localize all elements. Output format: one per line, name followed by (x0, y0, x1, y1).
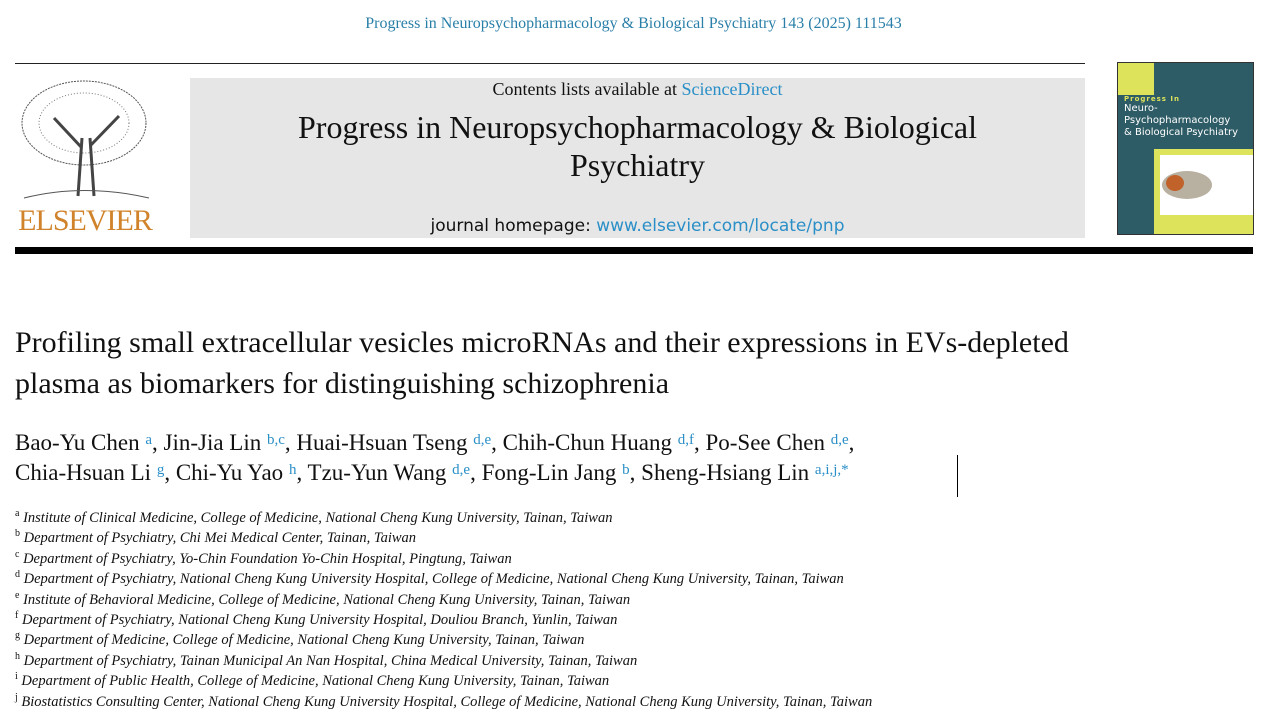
author-affiliation-ref[interactable]: a (145, 432, 152, 448)
affiliation-item: j Biostatistics Consulting Center, Natio… (15, 692, 872, 712)
affiliation-text: Institute of Clinical Medicine, College … (23, 510, 613, 526)
affiliation-key: b (15, 528, 20, 540)
author-name[interactable]: Fong-Lin Jang (481, 460, 617, 485)
affiliation-key: e (15, 589, 20, 601)
author-affiliation-ref[interactable]: d,e (473, 432, 492, 448)
divider (15, 63, 1085, 64)
author-name[interactable]: Po-See Chen (705, 430, 825, 455)
author-name[interactable]: Tzu-Yun Wang (307, 460, 447, 485)
header-rule (15, 247, 1253, 254)
affiliation-list: a Institute of Clinical Medicine, Colleg… (15, 508, 872, 712)
affiliation-key: i (15, 671, 18, 683)
tree-icon (21, 80, 150, 199)
affiliation-text: Department of Public Health, College of … (21, 673, 610, 690)
author-name[interactable]: Chih-Chun Huang (502, 430, 672, 455)
affiliation-key: d (15, 569, 20, 581)
affiliation-text: Department of Psychiatry, National Cheng… (21, 612, 618, 629)
elsevier-wordmark: ELSEVIER (18, 204, 153, 237)
contents-line: Contents lists available at ScienceDirec… (492, 79, 783, 99)
author-affiliation-ref[interactable]: b (622, 462, 630, 478)
affiliation-item: g Department of Medicine, College of Med… (15, 630, 872, 650)
author-name[interactable]: Chi-Yu Yao (175, 460, 284, 485)
affiliation-text: Department of Medicine, College of Medic… (23, 632, 585, 649)
affiliation-item: b Department of Psychiatry, Chi Mei Medi… (15, 528, 872, 548)
author-name[interactable]: Chia-Hsuan Li (15, 460, 152, 485)
affiliation-item: a Institute of Clinical Medicine, Colleg… (15, 508, 872, 528)
author-list: Bao-Yu Chen a, Jin-Jia Lin b,c, Huai-Hsu… (15, 430, 855, 485)
affiliation-text: Department of Psychiatry, Yo-Chin Founda… (23, 550, 512, 567)
elsevier-logo[interactable]: ELSEVIER (14, 78, 156, 238)
journal-homepage: journal homepage: www.elsevier.com/locat… (430, 216, 845, 236)
author-affiliation-ref[interactable]: a,i,j,* (814, 462, 849, 478)
affiliation-item: d Department of Psychiatry, National Che… (15, 569, 872, 589)
journal-banner: Contents lists available at ScienceDirec… (190, 78, 1085, 238)
journal-citation[interactable]: Progress in Neuropsychopharmacology & Bi… (365, 15, 902, 32)
affiliation-item: h Department of Psychiatry, Tainan Munic… (15, 651, 872, 671)
affiliation-text: Department of Psychiatry, National Cheng… (23, 571, 844, 588)
affiliation-item: e Institute of Behavioral Medicine, Coll… (15, 590, 872, 610)
affiliation-key: h (15, 650, 20, 662)
author-affiliation-ref[interactable]: b,c (267, 432, 285, 448)
author-affiliation-ref[interactable]: d,e (830, 432, 849, 448)
affiliation-key: a (15, 508, 20, 519)
affiliation-item: i Department of Public Health, College o… (15, 671, 872, 691)
homepage-link[interactable]: www.elsevier.com/locate/pnp (596, 216, 845, 236)
affiliation-text: Department of Psychiatry, Chi Mei Medica… (23, 530, 417, 547)
affiliation-key: f (15, 610, 19, 622)
author-affiliation-ref[interactable]: d,f (677, 432, 694, 448)
article-title: Profiling small extracellular vesicles m… (15, 326, 1069, 400)
author-affiliation-ref[interactable]: d,e (452, 462, 471, 478)
affiliation-item: f Department of Psychiatry, National Che… (15, 610, 872, 630)
affiliation-key: j (15, 691, 18, 703)
affiliation-key: c (15, 548, 20, 560)
affiliation-text: Biostatistics Consulting Center, Nationa… (21, 693, 873, 710)
text-cursor (957, 455, 958, 497)
author-name[interactable]: Huai-Hsuan Tseng (296, 430, 468, 455)
author-affiliation-ref[interactable]: h (288, 462, 297, 478)
sciencedirect-link[interactable]: ScienceDirect (681, 79, 783, 99)
author-name[interactable]: Sheng-Hsiang Lin (641, 460, 810, 485)
affiliation-item: c Department of Psychiatry, Yo-Chin Foun… (15, 549, 872, 569)
author-name[interactable]: Bao-Yu Chen (15, 430, 140, 455)
affiliation-text: Department of Psychiatry, Tainan Municip… (23, 652, 638, 669)
author-name[interactable]: Jin-Jia Lin (163, 430, 262, 455)
journal-title: Progress in Neuropsychopharmacology & Bi… (298, 109, 977, 183)
journal-cover[interactable]: Progress In Neuro-Psychopharmacology & Bi… (1117, 62, 1254, 235)
author-affiliation-ref[interactable]: g (156, 462, 165, 478)
affiliation-key: g (15, 630, 20, 642)
affiliation-text: Institute of Behavioral Medicine, Colleg… (23, 591, 631, 608)
